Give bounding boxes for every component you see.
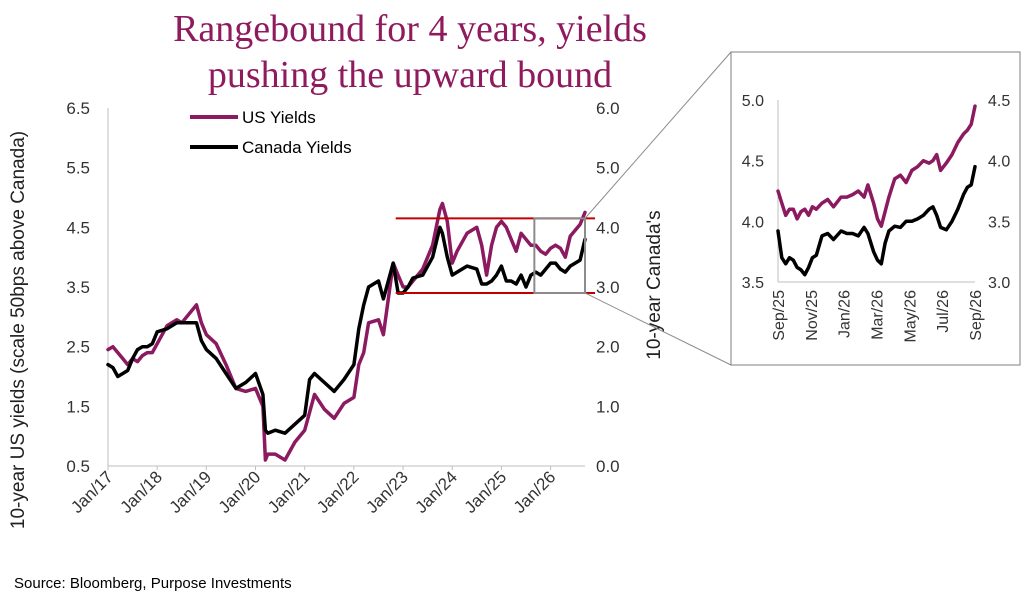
zoom-connector-top <box>584 51 732 219</box>
x-tick-label: Jan/23 <box>362 467 412 517</box>
inset-y-left-tick-label: 3.5 <box>742 275 764 292</box>
source-note: Source: Bloomberg, Purpose Investments <box>14 575 292 592</box>
zoom-connector-bottom <box>584 292 732 366</box>
y-left-tick-label: 5.5 <box>66 159 90 178</box>
inset-x-tick-label: Sep/25 <box>771 290 788 341</box>
x-tick-label: Jan/18 <box>116 467 166 517</box>
y-left-tick-label: 6.5 <box>66 99 90 118</box>
y-left-tick-label: 4.5 <box>66 218 90 237</box>
inset-canada-yields-line <box>776 164 977 277</box>
us-yields-line <box>106 201 587 462</box>
legend: US Yields Canada Yields <box>190 108 352 157</box>
y-left-tick-label: 2.5 <box>66 338 90 357</box>
inset-x-tick-label: Jan/26 <box>837 290 854 338</box>
x-tick-label: Jan/26 <box>510 467 560 517</box>
legend-us-label: US Yields <box>242 108 316 127</box>
y-left-axis-title: 10-year US yields (scale 50bps above Can… <box>8 131 29 529</box>
inset-y-right-tick-label: 3.0 <box>988 275 1010 292</box>
inset-plot: 3.5 4.0 4.5 5.0 3.0 3.5 4.0 4.5 Sep/25 Nov/25 Jan/… <box>730 51 1021 366</box>
inset-x-tick-label: Mar/26 <box>870 290 887 340</box>
y-right-axis-title: 10-year Canada's <box>644 210 665 359</box>
y-right-tick-label: 4.0 <box>596 218 620 237</box>
inset-y-left-tick-label: 5.0 <box>742 93 764 110</box>
inset-y-right-tick-label: 4.5 <box>988 93 1010 110</box>
inset-x-tick-label: Sep/26 <box>968 290 985 341</box>
title-line-2: pushing the upward bound <box>207 54 613 96</box>
x-tick-label: Jan/25 <box>461 467 511 517</box>
x-tick-label: Jan/20 <box>215 467 265 517</box>
y-right-tick-label: 1.0 <box>596 397 620 416</box>
y-left-tick-label: 1.5 <box>66 397 90 416</box>
y-right-tick-label: 6.0 <box>596 99 620 118</box>
x-tick-label: Jan/21 <box>264 467 314 517</box>
inset-y-left-tick-label: 4.0 <box>742 214 764 231</box>
y-right-tick-label: 5.0 <box>596 159 620 178</box>
title-line-1: Rangebound for 4 years, yields <box>173 8 647 50</box>
y-left-tick-label: 3.5 <box>66 278 90 297</box>
inset-x-tick-label: Jul/26 <box>935 290 952 333</box>
legend-canada-label: Canada Yields <box>242 138 352 157</box>
inset-x-tick-label: Nov/25 <box>804 290 821 341</box>
zoom-box <box>533 217 587 294</box>
y-left-tick-label: 0.5 <box>66 457 90 476</box>
chart-title: Rangebound for 4 years, yields pushing t… <box>100 6 720 98</box>
x-tick-label: Jan/24 <box>412 467 462 517</box>
y-right-tick-label: 3.0 <box>596 278 620 297</box>
main-plot: 0.5 1.5 2.5 3.5 4.5 5.5 6.5 0.0 1.0 2.0 3.0 4.0 5.0 6… <box>8 51 732 529</box>
inset-y-right-tick-label: 3.5 <box>988 214 1010 231</box>
y-right-tick-label: 0.0 <box>596 457 620 476</box>
inset-us-yields-line <box>776 104 977 228</box>
inset-y-left-tick-label: 4.5 <box>742 154 764 171</box>
inset-x-tick-label: May/26 <box>902 290 919 343</box>
x-tick-label: Jan/19 <box>166 467 216 517</box>
inset-y-right-tick-label: 4.0 <box>988 154 1010 171</box>
x-tick-label: Jan/22 <box>313 467 363 517</box>
y-right-tick-label: 2.0 <box>596 338 620 357</box>
